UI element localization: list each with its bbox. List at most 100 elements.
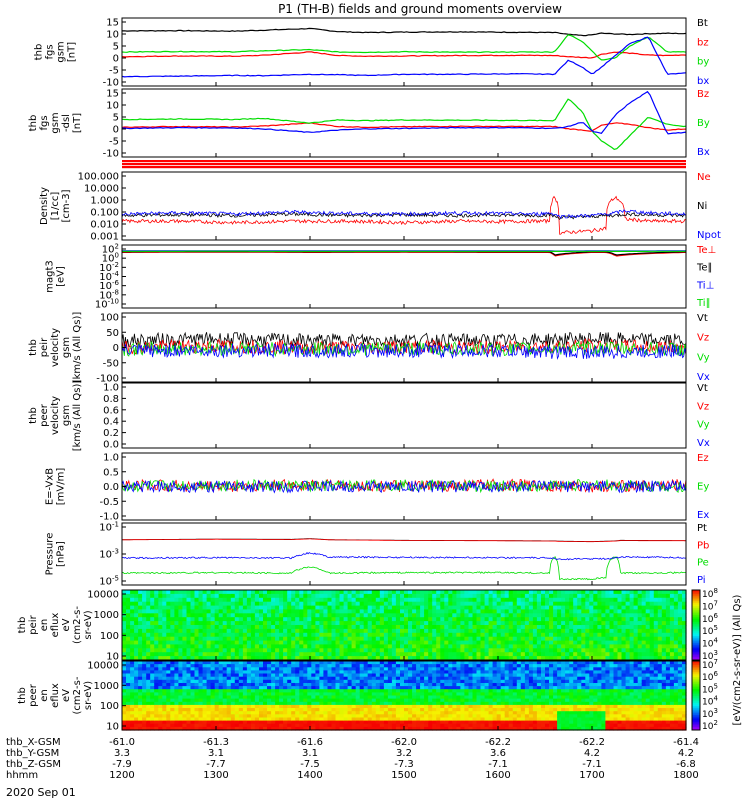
spectrogram-cell [162, 704, 167, 709]
spectrogram-cell [214, 617, 220, 622]
spectrogram-cell [557, 605, 562, 611]
spectrogram-cell [480, 686, 486, 690]
spectrogram-cell [496, 661, 502, 665]
spectrogram-cell [452, 601, 457, 607]
spectrogram-cell [500, 621, 506, 626]
spectrogram-cell [162, 597, 167, 603]
spectrogram-cell [122, 704, 127, 709]
spectrogram-cell [520, 670, 526, 675]
spectrogram-cell [307, 683, 312, 687]
spectrogram-cell [206, 701, 212, 706]
spectrogram-cell [448, 609, 453, 614]
spectrogram-cell [520, 652, 526, 657]
spectrogram-cell [532, 652, 538, 657]
spectrogram-cell [472, 676, 478, 681]
spectrogram-cell [150, 664, 155, 668]
spectrogram-cell [307, 676, 312, 681]
spectrogram-cell [279, 609, 284, 614]
spectrogram-cell [641, 656, 647, 661]
spectrogram-cell [210, 726, 216, 731]
spectrogram-cell [436, 679, 441, 684]
spectrogram-cell [355, 664, 361, 668]
spectrogram-cell [222, 636, 228, 642]
spectrogram-cell [565, 636, 570, 642]
spectrogram-cell [238, 683, 244, 687]
spectrogram-cell [186, 689, 192, 693]
spectrogram-cell [432, 625, 437, 630]
spectrogram-cell [520, 625, 526, 630]
spectrogram-cell [508, 632, 514, 638]
spectrogram-cell [569, 625, 574, 630]
spectrogram-cell [254, 714, 260, 718]
spectrogram-cell [536, 605, 542, 611]
spectrogram-cell [230, 714, 236, 718]
spectrogram-cell [339, 632, 345, 638]
spectrogram-cell [516, 695, 522, 700]
spectrogram-cell [154, 723, 159, 728]
spectrogram-cell [472, 648, 478, 653]
spectrogram-cell [400, 661, 405, 665]
spectrogram-cell [202, 609, 208, 614]
spectrogram-cell [343, 717, 349, 722]
spectrogram-cell [271, 625, 276, 630]
spectrogram-cell [420, 720, 425, 725]
spectrogram-cell [456, 673, 461, 678]
spectrogram-cell [524, 640, 530, 646]
spectrogram-cell [460, 686, 465, 690]
spectrogram-cell [395, 720, 401, 725]
spectrogram-cell [400, 636, 405, 642]
spectrogram-cell [146, 597, 151, 603]
spectrogram-cell [150, 656, 155, 661]
spectrogram-cell [629, 628, 635, 634]
spectrogram-cell [295, 714, 300, 718]
spectrogram-cell [456, 621, 461, 626]
spectrogram-cell [448, 711, 453, 715]
spectrogram-cell [404, 679, 409, 684]
spectrogram-cell [484, 708, 490, 712]
spectrogram-cell [230, 613, 236, 618]
spectrogram-cell [339, 621, 345, 626]
spectrogram-cell [367, 640, 373, 646]
spectrogram-cell [452, 597, 457, 603]
spectrogram-cell [238, 613, 244, 618]
spectrogram-cell [134, 656, 139, 661]
legend-bx: bx [697, 76, 709, 87]
spectrogram-cell [174, 605, 179, 611]
spectrogram-cell [351, 605, 357, 611]
spectrogram-cell [170, 613, 175, 618]
spectrogram-cell [520, 628, 526, 634]
series-Bx [121, 90, 687, 135]
spectrogram-cell [182, 726, 187, 731]
spectrogram-cell [291, 625, 296, 630]
spectrogram-cell [254, 720, 260, 725]
spectrogram-cell [677, 652, 683, 657]
spectrogram-cell [218, 613, 224, 618]
spectrogram-cell [319, 723, 324, 728]
spectrogram-cell [154, 648, 159, 653]
spectrogram-cell [532, 605, 538, 611]
spectrogram-cell [319, 640, 324, 646]
spectrogram-cell [508, 661, 514, 665]
spectrogram-cell [202, 695, 208, 700]
spectrogram-cell [263, 676, 268, 681]
legend-Vt: Vt [697, 313, 708, 324]
spectrogram-cell [452, 644, 457, 649]
spectrogram-cell [222, 717, 228, 722]
spectrogram-cell [593, 644, 598, 649]
spectrogram-cell [355, 652, 361, 657]
spectrogram-cell [222, 652, 228, 657]
spectrogram-cell [452, 692, 457, 697]
spectrogram-cell [311, 605, 316, 611]
spectrogram-cell [524, 617, 530, 622]
spectrogram-cell [492, 717, 498, 722]
spectrogram-cell [315, 679, 320, 684]
spectrogram-cell [166, 644, 171, 649]
spectrogram-cell [126, 701, 131, 706]
spectrogram-cell [122, 640, 127, 646]
spectrogram-cell [585, 613, 590, 618]
spectrogram-cell [597, 601, 602, 607]
spectrogram-cell [682, 640, 687, 646]
y-axis-label-line: [cm-3] [61, 189, 72, 222]
spectrogram-cell [436, 609, 441, 614]
spectrogram-cell [585, 609, 590, 614]
